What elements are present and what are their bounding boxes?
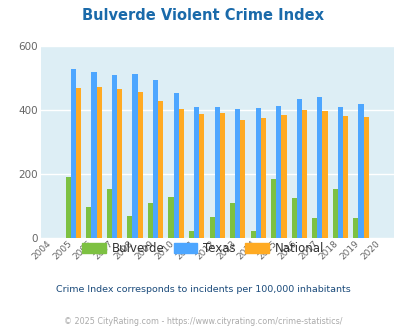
Bar — [71, 69, 76, 238]
Bar — [322, 111, 327, 238]
Bar — [86, 207, 91, 238]
Bar — [132, 74, 137, 238]
Text: Crime Index corresponds to incidents per 100,000 inhabitants: Crime Index corresponds to incidents per… — [55, 285, 350, 294]
Bar — [188, 231, 194, 238]
Bar — [209, 217, 214, 238]
Bar — [234, 109, 240, 238]
Text: © 2025 CityRating.com - https://www.cityrating.com/crime-statistics/: © 2025 CityRating.com - https://www.city… — [64, 317, 341, 326]
Bar — [332, 189, 337, 238]
Bar — [296, 99, 301, 238]
Bar — [255, 108, 260, 238]
Bar — [137, 92, 143, 238]
Bar — [91, 72, 96, 238]
Bar — [260, 118, 265, 238]
Bar — [173, 93, 178, 238]
Bar — [275, 106, 281, 238]
Bar — [158, 101, 163, 238]
Bar — [291, 198, 296, 238]
Bar — [66, 177, 71, 238]
Bar — [127, 216, 132, 238]
Bar — [358, 104, 362, 238]
Bar — [271, 179, 275, 238]
Bar — [337, 107, 342, 238]
Bar — [76, 88, 81, 238]
Bar — [362, 117, 368, 238]
Bar — [178, 109, 183, 238]
Bar — [96, 87, 101, 238]
Text: Bulverde Violent Crime Index: Bulverde Violent Crime Index — [82, 8, 323, 23]
Bar — [317, 97, 322, 238]
Legend: Bulverde, Texas, National: Bulverde, Texas, National — [77, 237, 328, 260]
Bar — [281, 115, 286, 238]
Bar — [199, 114, 204, 238]
Bar — [219, 113, 224, 238]
Bar — [214, 107, 219, 238]
Bar — [117, 89, 122, 238]
Bar — [342, 116, 347, 238]
Bar — [230, 203, 234, 238]
Bar — [311, 217, 317, 238]
Bar — [301, 110, 306, 238]
Bar — [352, 217, 358, 238]
Bar — [153, 80, 158, 238]
Bar — [194, 107, 199, 238]
Bar — [240, 120, 245, 238]
Bar — [250, 231, 255, 238]
Bar — [147, 204, 153, 238]
Bar — [168, 197, 173, 238]
Bar — [112, 75, 117, 238]
Bar — [107, 189, 112, 238]
